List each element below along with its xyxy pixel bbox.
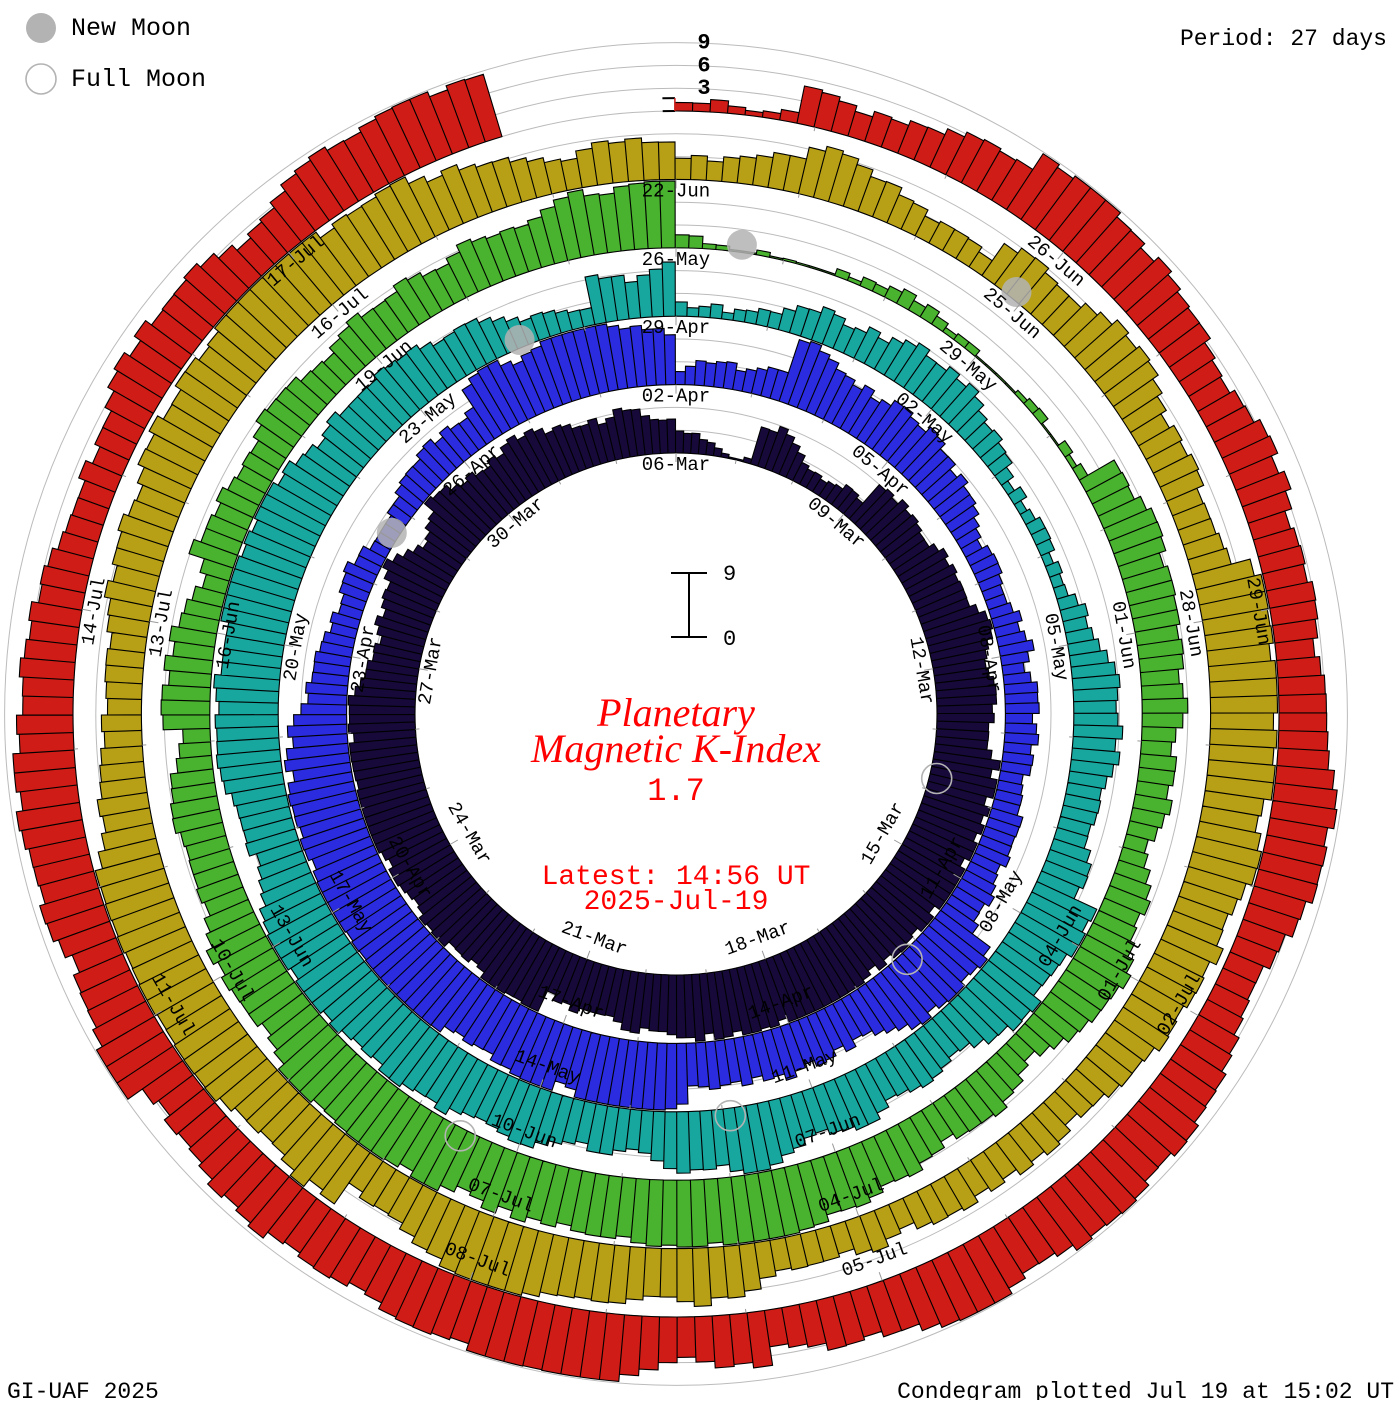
svg-text:6: 6 [697, 53, 710, 78]
svg-text:22-Jun: 22-Jun [642, 180, 710, 202]
svg-text:Period: 27 days: Period: 27 days [1180, 26, 1387, 52]
svg-text:9: 9 [697, 31, 710, 56]
svg-text:9: 9 [723, 562, 736, 587]
svg-text:GI-UAF 2025: GI-UAF 2025 [7, 1379, 159, 1400]
svg-text:29-Apr: 29-Apr [642, 317, 710, 339]
svg-text:3: 3 [697, 76, 710, 101]
svg-text:Full Moon: Full Moon [71, 65, 206, 94]
svg-text:0: 0 [723, 627, 736, 652]
svg-text:Condegram plotted Jul 19 at 15: Condegram plotted Jul 19 at 15:02 UT [897, 1379, 1394, 1400]
svg-text:New Moon: New Moon [71, 14, 191, 43]
svg-text:06-Mar: 06-Mar [642, 454, 710, 476]
svg-text:1.7: 1.7 [647, 773, 705, 810]
svg-text:2025-Jul-19: 2025-Jul-19 [584, 887, 769, 918]
svg-text:Magnetic K-Index: Magnetic K-Index [530, 726, 821, 771]
svg-text:02-Apr: 02-Apr [642, 386, 710, 408]
svg-text:26-May: 26-May [642, 249, 710, 271]
